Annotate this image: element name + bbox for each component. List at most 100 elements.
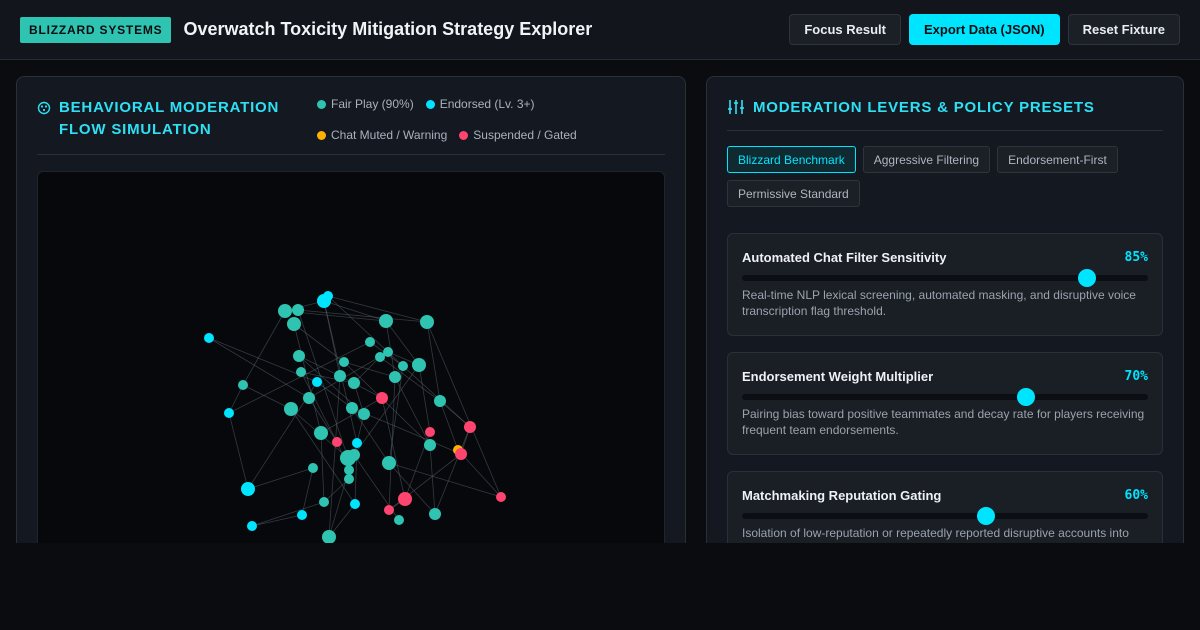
network-edge: [242, 310, 286, 386]
network-edge: [351, 407, 390, 464]
player-node: [365, 337, 375, 347]
network-edge: [247, 467, 314, 490]
network-edge: [434, 426, 471, 515]
player-node: [375, 352, 385, 362]
simulation-panel-header: BEHAVIORAL MODERATION FLOW SIMULATION Fa…: [37, 97, 665, 155]
header-actions: Focus Result Export Data (JSON) Reset Fi…: [789, 14, 1180, 45]
simulation-legend: Fair Play (90%) Endorsed (Lv. 3+) Chat M…: [317, 97, 657, 142]
simulation-canvas[interactable]: [37, 171, 665, 571]
network-edge: [297, 309, 428, 323]
lever-endorsement-weight: Endorsement Weight Multiplier 70% Pairin…: [727, 352, 1163, 455]
slider-thumb[interactable]: [1078, 269, 1097, 287]
network-edge: [316, 381, 353, 409]
lever-chat-filter: Automated Chat Filter Sensitivity 85% Re…: [727, 233, 1163, 336]
network-edge: [439, 400, 459, 451]
network-edge: [388, 462, 436, 515]
player-node: [398, 492, 412, 506]
legend-label: Fair Play (90%): [331, 97, 414, 111]
player-node: [340, 450, 356, 466]
legend-swatch: [459, 130, 469, 140]
player-node: [312, 377, 322, 387]
lever-description: Pairing bias toward positive teammates a…: [742, 407, 1145, 437]
network-edge: [385, 320, 420, 366]
player-node: [424, 439, 436, 451]
player-node: [344, 465, 354, 475]
network-edge: [388, 462, 502, 498]
legend-swatch: [425, 99, 435, 109]
player-node: [296, 367, 306, 377]
preset-blizzard-benchmark[interactable]: Blizzard Benchmark: [727, 146, 856, 173]
network-edge: [300, 371, 338, 443]
player-node: [455, 448, 467, 460]
network-edge: [251, 501, 325, 527]
player-node: [344, 474, 354, 484]
network-edge: [327, 295, 404, 367]
network-edge: [353, 356, 381, 384]
slider-track[interactable]: [742, 507, 1148, 525]
player-node: [352, 438, 362, 448]
network-edge: [327, 295, 428, 323]
policy-presets: Blizzard Benchmark Aggressive Filtering …: [727, 146, 1167, 207]
slider-thumb[interactable]: [976, 507, 995, 525]
slider-track[interactable]: [742, 269, 1148, 287]
network-edge: [228, 412, 249, 490]
network-edge: [328, 375, 341, 538]
player-node: [379, 314, 393, 328]
player-node: [389, 371, 401, 383]
levers-panel: MODERATION LEVERS & POLICY PRESETS Blizz…: [706, 76, 1184, 574]
slider-thumb[interactable]: [1017, 388, 1036, 406]
player-node: [238, 380, 248, 390]
player-node: [332, 437, 342, 447]
lever-name: Matchmaking Reputation Gating: [742, 488, 942, 503]
preset-aggressive-filtering[interactable]: Aggressive Filtering: [862, 146, 991, 173]
player-node: [224, 408, 234, 418]
network-edge: [228, 384, 244, 414]
player-node: [204, 333, 214, 343]
player-node: [358, 408, 370, 420]
network-edge: [379, 356, 441, 402]
player-node: [303, 392, 315, 404]
player-node: [384, 505, 394, 515]
slider-track[interactable]: [742, 388, 1148, 406]
network-edge: [290, 408, 356, 505]
network-edge: [297, 309, 349, 459]
network-edge: [418, 364, 431, 433]
player-node: [496, 492, 506, 502]
export-data-button[interactable]: Export Data (JSON): [908, 14, 1060, 45]
player-node: [292, 304, 304, 316]
player-node: [420, 315, 434, 329]
network-edge: [323, 478, 350, 503]
network-edge: [308, 351, 389, 399]
levers-title: MODERATION LEVERS & POLICY PRESETS: [753, 99, 1095, 116]
player-node: [348, 377, 360, 389]
preset-permissive-standard[interactable]: Permissive Standard: [727, 180, 860, 207]
legend-item-fair-play: Fair Play (90%): [317, 97, 414, 111]
player-node: [346, 402, 358, 414]
network-edge: [351, 407, 462, 455]
player-node: [319, 497, 329, 507]
player-node: [278, 304, 292, 318]
lever-value: 70%: [1124, 369, 1148, 384]
player-node: [287, 317, 301, 331]
player-node: [429, 508, 441, 520]
network-edge: [208, 337, 310, 399]
legend-swatch: [317, 130, 326, 140]
network-edge: [228, 341, 371, 414]
lever-name: Endorsement Weight Multiplier: [742, 369, 934, 384]
preset-endorsement-first[interactable]: Endorsement-First: [997, 146, 1118, 173]
reset-fixture-button[interactable]: Reset Fixture: [1067, 14, 1180, 45]
player-node: [308, 463, 318, 473]
network-edge: [301, 467, 314, 516]
network-graph: [204, 291, 506, 544]
sliders-icon: [727, 98, 745, 123]
lever-value: 85%: [1124, 250, 1148, 265]
legend-item-endorsed: Endorsed (Lv. 3+): [425, 97, 535, 111]
network-icon: [37, 100, 51, 122]
focus-result-button[interactable]: Focus Result: [789, 14, 901, 45]
simulation-title: BEHAVIORAL MODERATION FLOW SIMULATION: [59, 99, 280, 138]
player-node: [314, 426, 328, 440]
network-edge: [293, 323, 322, 434]
player-node: [241, 482, 255, 496]
legend-label: Chat Muted / Warning: [331, 128, 448, 142]
legend-swatch: [317, 99, 326, 109]
